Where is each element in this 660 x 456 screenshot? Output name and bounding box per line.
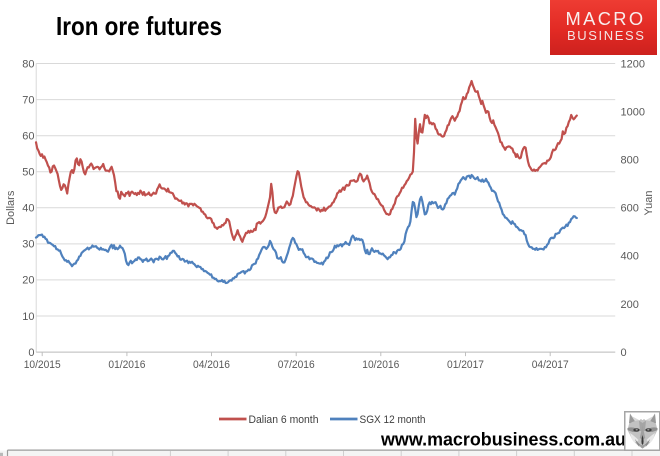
svg-text:01/2017: 01/2017 (447, 359, 484, 371)
svg-text:04/2017: 04/2017 (532, 359, 569, 371)
svg-text:50: 50 (22, 167, 34, 179)
svg-text:Iron ore futures: Iron ore futures (56, 11, 222, 41)
svg-text:0: 0 (28, 347, 34, 359)
svg-text:Yuan: Yuan (643, 190, 655, 215)
svg-text:www.macrobusiness.com.au: www.macrobusiness.com.au (380, 429, 626, 450)
svg-text:1200: 1200 (621, 58, 645, 70)
svg-text:20: 20 (22, 275, 34, 287)
svg-text:30: 30 (22, 239, 34, 251)
svg-text:Dollars: Dollars (5, 190, 17, 225)
svg-text:0: 0 (621, 347, 627, 359)
svg-text:60: 60 (22, 131, 34, 143)
svg-text:10: 10 (22, 311, 34, 323)
svg-text:SGX 12 month: SGX 12 month (360, 414, 426, 426)
svg-text:400: 400 (621, 251, 639, 263)
svg-text:200: 200 (621, 299, 639, 311)
svg-text:80: 80 (22, 58, 34, 70)
svg-text:600: 600 (621, 203, 639, 215)
svg-text:07/2016: 07/2016 (278, 359, 315, 371)
svg-text:01/2016: 01/2016 (108, 359, 145, 371)
svg-text:10/2016: 10/2016 (362, 359, 399, 371)
svg-text:70: 70 (22, 94, 34, 106)
svg-text:1000: 1000 (621, 106, 645, 118)
svg-text:Dalian 6 month: Dalian 6 month (249, 414, 319, 426)
svg-text:04/2016: 04/2016 (193, 359, 230, 371)
svg-text:40: 40 (22, 203, 34, 215)
svg-text:800: 800 (621, 155, 639, 167)
svg-text:10/2015: 10/2015 (24, 359, 61, 371)
